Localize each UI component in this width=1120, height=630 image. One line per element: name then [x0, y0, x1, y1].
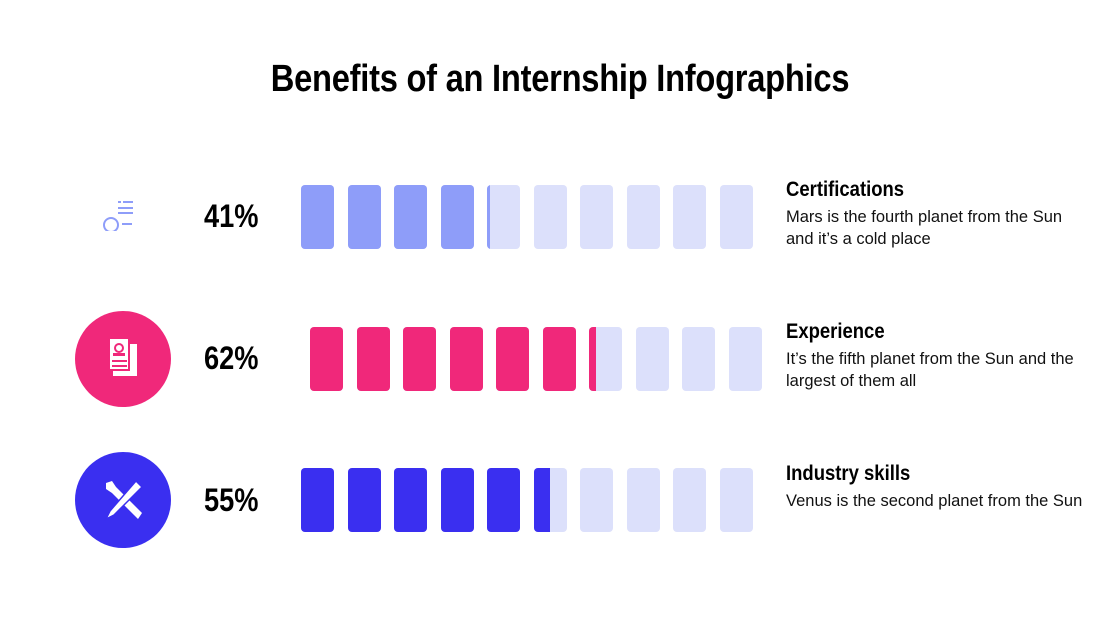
- series-label: Experience: [786, 320, 885, 343]
- bar-segment: [673, 468, 706, 532]
- bar-segment: [310, 327, 343, 391]
- bar-segment: [580, 468, 613, 532]
- percentage-label: 41%: [204, 198, 259, 234]
- bar-segment-fill: [487, 468, 520, 532]
- bar-segment: [301, 185, 334, 249]
- bar-segment: [356, 327, 390, 391]
- bar-segment-fill: [310, 327, 343, 391]
- bar-segment: [394, 468, 427, 532]
- bar-segment: [440, 468, 474, 532]
- bar-segment-fill: [403, 327, 436, 391]
- bar-segment-fill: [440, 468, 474, 532]
- percentage-label: 62%: [204, 340, 259, 376]
- bar-segment: [626, 468, 660, 532]
- row-icon-circle: [75, 452, 171, 548]
- series-label: Industry skills: [786, 462, 911, 485]
- bar-segment-fill: [356, 327, 390, 391]
- bar-segment: [580, 185, 613, 249]
- bar-segment-fill: [533, 468, 550, 532]
- bar-segment: [533, 185, 567, 249]
- bar-segment-fill: [449, 327, 483, 391]
- info-block: Industry skills Venus is the second plan…: [786, 462, 1086, 512]
- wrench-pencil-icon: [104, 479, 144, 521]
- bar-segment: [673, 185, 706, 249]
- series-label: Certifications: [786, 178, 905, 201]
- bar-segment: [403, 327, 436, 391]
- resume-document-icon: [108, 337, 137, 376]
- page-title: Benefits of an Internship Infographics: [270, 58, 850, 100]
- bar-segment-fill: [440, 185, 474, 249]
- bar-segment-fill: [347, 185, 381, 249]
- certificate-icon: [103, 193, 142, 241]
- bar-segment-fill: [496, 327, 529, 391]
- info-block: Certifications Mars is the fourth planet…: [786, 178, 1086, 250]
- bar-segment: [347, 185, 381, 249]
- bar-segment: [542, 327, 576, 391]
- bar-segment: [449, 327, 483, 391]
- bar-segment: [533, 468, 567, 532]
- bar-segment: [728, 327, 762, 391]
- bar-segment: [635, 327, 669, 391]
- bar-segment: [719, 185, 753, 249]
- series-description: It’s the fifth planet from the Sun and t…: [786, 350, 1074, 390]
- bar-segment: [440, 185, 474, 249]
- bar-segment-fill: [589, 327, 596, 391]
- bar-segment: [719, 468, 753, 532]
- bar-segment-fill: [347, 468, 381, 532]
- series-description: Mars is the fourth planet from the Sun a…: [786, 208, 1063, 248]
- bar-segment: [394, 185, 427, 249]
- bar-segment: [682, 327, 715, 391]
- bar-segment: [347, 468, 381, 532]
- bar-segment: [496, 327, 529, 391]
- bar-segment: [487, 185, 520, 249]
- bar-segment-fill: [542, 327, 576, 391]
- bar-segment-fill: [301, 468, 334, 532]
- bar-segment-fill: [394, 468, 427, 532]
- bar-segment: [487, 468, 520, 532]
- info-block: Experience It’s the fifth planet from th…: [786, 320, 1086, 392]
- bar-segment-fill: [487, 185, 491, 249]
- bar-segment: [589, 327, 622, 391]
- row-icon-circle: [75, 169, 171, 265]
- row-icon-circle: [75, 311, 171, 407]
- percentage-label: 55%: [204, 482, 259, 518]
- bar-segment: [626, 185, 660, 249]
- bar-segment-fill: [394, 185, 427, 249]
- series-description: Venus is the second planet from the Sun: [786, 492, 1083, 510]
- bar-segment-fill: [301, 185, 334, 249]
- bar-segment: [301, 468, 334, 532]
